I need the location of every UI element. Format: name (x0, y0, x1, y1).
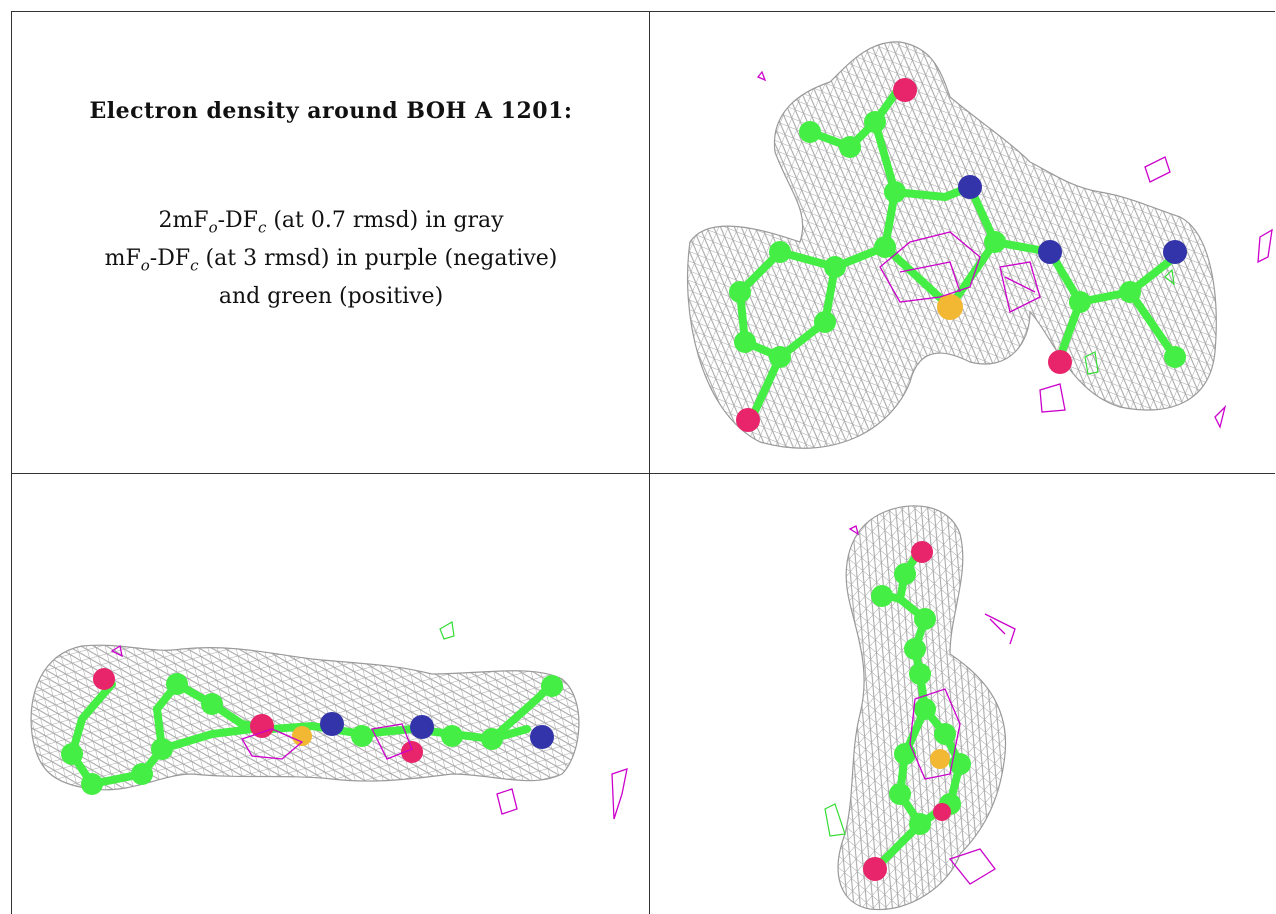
ligand-density-front-view-icon (687, 41, 1273, 449)
caption-line-2fofc: 2mFo-DFc (at 0.7 rmsd) in gray (12, 208, 649, 236)
atoms (863, 541, 971, 881)
caption-line-fofc: mFo-DFc (at 3 rmsd) in purple (negative) (12, 246, 649, 274)
density-panel-side (12, 474, 649, 914)
atoms (729, 78, 1187, 432)
ligand-density-side-view-icon (30, 621, 628, 820)
caption-title: Electron density around BOH A 1201: (89, 98, 573, 124)
mesh-2fofc (687, 41, 1217, 449)
difference-density-positive (1084, 268, 1175, 375)
density-panel-end (650, 474, 1275, 914)
figure-table: Electron density around BOH A 1201: 2mFo… (11, 11, 1275, 914)
difference-density-negative (756, 70, 1273, 429)
caption-cell: Electron density around BOH A 1201: 2mFo… (12, 12, 649, 473)
table-top-rule (11, 11, 1275, 12)
caption-text: -DF (149, 246, 191, 271)
table-center-rule (649, 11, 650, 914)
density-panel-front (650, 12, 1275, 473)
atoms (61, 668, 563, 795)
caption-text: (at 0.7 rmsd) in gray (266, 208, 504, 233)
caption-text: 2mF (158, 208, 209, 233)
caption-text: -DF (217, 208, 258, 233)
subscript-o: o (208, 218, 218, 237)
difference-density-negative (848, 525, 1016, 885)
table-middle-rule (11, 473, 1275, 474)
caption-text: mF (104, 246, 141, 271)
subscript-o: o (140, 256, 150, 275)
difference-density-positive (824, 803, 846, 837)
subscript-c: c (257, 218, 267, 237)
ligand-density-end-view-icon (824, 505, 1016, 911)
subscript-c: c (190, 256, 199, 275)
mesh-2fofc (30, 644, 580, 791)
caption-line-colors: and green (positive) (218, 284, 444, 309)
table-left-rule (11, 11, 12, 914)
difference-density-positive (439, 621, 455, 640)
caption-text: (at 3 rmsd) in purple (negative) (198, 246, 558, 271)
difference-density-negative (110, 644, 628, 820)
